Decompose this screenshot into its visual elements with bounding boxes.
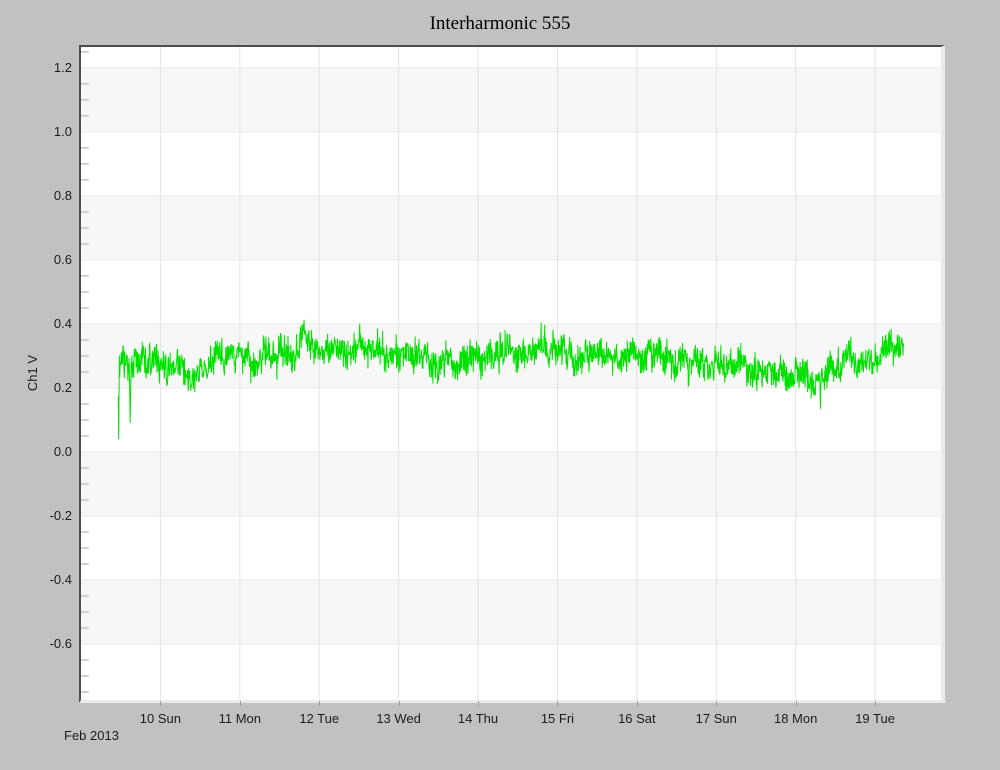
y-tick-label: 0.0 (20, 444, 72, 460)
y-tick-label: 0.4 (20, 316, 72, 332)
y-tick-label: -0.6 (20, 636, 72, 652)
plot-area (81, 47, 941, 700)
x-tick-label: 14 Thu (446, 711, 510, 727)
x-tick-label: 19 Tue (843, 711, 907, 727)
plot-frame (79, 45, 945, 703)
x-axis-tick (875, 701, 876, 706)
x-axis-tick (240, 701, 241, 706)
x-tick-label: 18 Mon (764, 711, 828, 727)
plot-band (81, 580, 941, 644)
y-tick-label: 1.0 (20, 124, 72, 140)
y-tick-label: -0.2 (20, 508, 72, 524)
x-axis-tick (319, 701, 320, 706)
y-tick-label: 0.8 (20, 188, 72, 204)
chart-window: { "window": { "background_color": "#c1c1… (0, 0, 1000, 770)
x-tick-label: 17 Sun (684, 711, 748, 727)
x-axis-tick (399, 701, 400, 706)
x-axis-tick (796, 701, 797, 706)
plot-band (81, 452, 941, 516)
y-tick-label: -0.4 (20, 572, 72, 588)
chart-title: Interharmonic 555 (0, 13, 1000, 35)
x-tick-label: 16 Sat (605, 711, 669, 727)
x-axis-tick (716, 701, 717, 706)
plot-band (81, 68, 941, 132)
x-tick-label: 12 Tue (287, 711, 351, 727)
x-tick-label: 10 Sun (128, 711, 192, 727)
x-tick-label: 13 Wed (367, 711, 431, 727)
x-axis-tick (637, 701, 638, 706)
x-axis-tick (557, 701, 558, 706)
month-label: Feb 2013 (64, 728, 119, 743)
x-tick-label: 11 Mon (208, 711, 272, 727)
x-axis-tick (160, 701, 161, 706)
plot-band (81, 196, 941, 260)
y-tick-label: 0.6 (20, 252, 72, 268)
y-tick-label: 1.2 (20, 60, 72, 76)
y-tick-label: 0.2 (20, 380, 72, 396)
x-tick-label: 15 Fri (525, 711, 589, 727)
x-axis-tick (478, 701, 479, 706)
